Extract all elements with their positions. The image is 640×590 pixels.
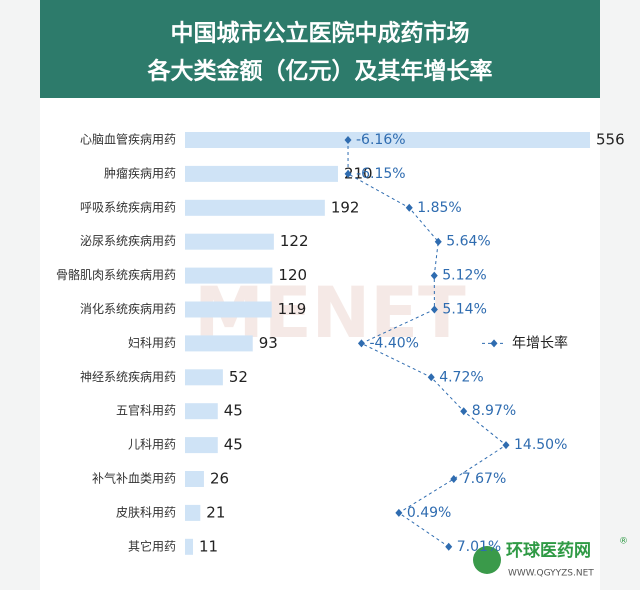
- bar: [185, 471, 204, 487]
- bar: [185, 403, 218, 420]
- growth-marker: [434, 237, 442, 246]
- growth-label: -6.15%: [356, 166, 406, 182]
- bar: [185, 267, 273, 284]
- category-label: 骨骼肌肉系统疾病用药: [56, 267, 176, 282]
- value-label: 120: [278, 266, 307, 284]
- growth-label: 5.12%: [442, 268, 486, 284]
- value-label: 45: [224, 436, 243, 454]
- value-label: 45: [224, 402, 243, 420]
- growth-marker: [405, 203, 413, 212]
- growth-marker: [395, 508, 403, 517]
- growth-marker: [344, 136, 352, 144]
- category-label: 神经系统疾病用药: [80, 369, 176, 384]
- logo-url: WWW.QGYYZS.NET: [508, 569, 594, 579]
- category-label: 皮肤科用药: [116, 504, 176, 519]
- growth-label: -6.16%: [356, 132, 406, 148]
- value-label: 192: [331, 198, 360, 216]
- growth-label: 5.14%: [442, 302, 486, 318]
- bar: [185, 369, 223, 386]
- category-label: 心脑血管疾病用药: [80, 132, 176, 147]
- bar: [185, 504, 201, 521]
- bar: [185, 132, 590, 148]
- category-label: 消化系统疾病用药: [80, 301, 176, 316]
- value-label: 11: [199, 537, 218, 555]
- bar: [185, 538, 194, 555]
- growth-label: -4.40%: [369, 335, 419, 351]
- growth-marker: [430, 305, 438, 314]
- value-label: 52: [229, 368, 248, 386]
- category-label: 妇科用药: [128, 336, 176, 350]
- value-label: 556: [596, 131, 625, 149]
- category-label: 其它用药: [128, 538, 176, 553]
- growth-marker: [430, 271, 438, 280]
- value-label: 26: [210, 470, 229, 488]
- category-label: 五官科用药: [116, 403, 176, 418]
- bar: [185, 165, 338, 182]
- value-label: 21: [206, 503, 225, 521]
- value-label: 210: [344, 164, 373, 182]
- category-label: 呼吸系统疾病用药: [80, 199, 176, 214]
- logo: 环球医药网 ® WWW.QGYYZS.NET: [473, 537, 628, 579]
- growth-label: 8.97%: [472, 403, 516, 419]
- legend-marker: [490, 339, 498, 348]
- growth-marker: [450, 475, 458, 483]
- growth-marker: [502, 441, 510, 450]
- bar: [185, 301, 272, 318]
- bar: [185, 335, 253, 352]
- value-label: 119: [278, 300, 307, 318]
- growth-label: 4.72%: [439, 369, 483, 385]
- growth-label: 0.49%: [407, 505, 451, 521]
- growth-marker: [460, 407, 468, 416]
- logo-mark: ®: [619, 537, 628, 547]
- category-label: 肿瘤疾病用药: [104, 165, 176, 180]
- growth-marker: [445, 542, 453, 551]
- chart-title: 各大类金额（亿元）及其年增长率: [147, 58, 493, 85]
- growth-label: 7.01%: [457, 539, 501, 555]
- legend-label: 年增长率: [512, 334, 568, 351]
- growth-label: 14.50%: [514, 437, 567, 453]
- growth-label: 1.85%: [417, 200, 461, 216]
- growth-label: 7.67%: [462, 471, 506, 487]
- category-label: 泌尿系统疾病用药: [80, 233, 176, 248]
- chart-title: 中国城市公立医院中成药市场: [171, 20, 470, 47]
- value-label: 93: [259, 334, 278, 352]
- logo-icon: [473, 546, 501, 574]
- growth-marker: [344, 169, 352, 178]
- bar: [185, 233, 274, 250]
- growth-marker: [427, 373, 435, 382]
- growth-label: 5.64%: [446, 234, 490, 250]
- growth-marker: [357, 339, 365, 348]
- header: [40, 0, 600, 98]
- value-label: 122: [280, 232, 309, 250]
- logo-name: 环球医药网: [506, 540, 591, 561]
- bar: [185, 199, 325, 216]
- category-label: 儿科用药: [128, 438, 176, 452]
- category-label: 补气补血类用药: [92, 471, 176, 486]
- bar: [185, 437, 218, 454]
